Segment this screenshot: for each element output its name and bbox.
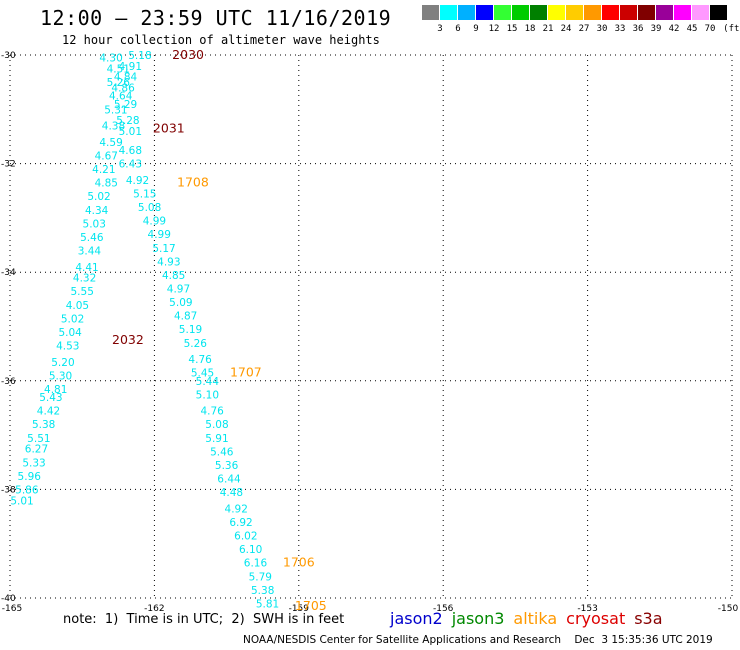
wave-height-value: 6.27 — [25, 444, 48, 456]
wave-height-value: 4.05 — [66, 300, 89, 312]
y-tick-label: -32 — [1, 160, 16, 170]
wave-height-value: 5.33 — [22, 457, 45, 469]
y-tick-label: -30 — [1, 51, 16, 61]
wave-height-value: 4.92 — [126, 175, 149, 187]
wave-height-value: 4.68 — [119, 145, 142, 157]
wave-height-value: 4.92 — [225, 503, 248, 515]
wave-height-value: 4.34 — [85, 205, 109, 217]
wave-height-value: 5.10 — [196, 389, 219, 401]
wave-height-value: 5.38 — [32, 419, 55, 431]
wave-height-value: 5.46 — [80, 232, 104, 244]
wave-height-value: 5.09 — [169, 297, 192, 309]
wave-height-value: 6.92 — [229, 517, 252, 529]
satellite-legend: jason2 jason3 altika cryosat s3a — [390, 609, 672, 628]
pass-time-label: 1707 — [230, 365, 262, 380]
y-tick-label: -36 — [1, 377, 16, 387]
wave-height-value: 5.02 — [87, 191, 110, 203]
wave-height-value: 4.99 — [148, 229, 171, 241]
wave-height-value: 4.76 — [188, 354, 212, 366]
wave-height-value: 5.81 — [256, 598, 279, 610]
wave-height-value: 5.43 — [39, 392, 62, 404]
wave-height-value: 5.91 — [205, 433, 228, 445]
wave-height-value: 5.20 — [51, 357, 74, 369]
wave-height-value: 6.02 — [234, 531, 257, 543]
wave-height-value: 5.46 — [210, 446, 234, 458]
wave-height-value: 5.30 — [49, 370, 72, 382]
wave-height-value: 4.32 — [73, 273, 96, 285]
wave-height-value: 4.85 — [162, 270, 185, 282]
wave-height-value: 5.08 — [205, 419, 228, 431]
wave-height-value: 5.04 — [58, 327, 82, 339]
wave-height-value: 5.08 — [138, 202, 161, 214]
wave-height-value: 3.44 — [78, 245, 102, 257]
y-tick-label: -40 — [1, 594, 16, 604]
legend-entry: cryosat — [566, 609, 625, 628]
wave-height-value: 6.10 — [239, 544, 262, 556]
legend-entry: altika — [513, 609, 557, 628]
wave-height-value: 5.36 — [215, 460, 239, 472]
pass-time-label: 1705 — [295, 598, 327, 613]
wave-height-value: 4.42 — [37, 406, 60, 418]
legend-entry: jason2 — [390, 609, 443, 628]
wave-height-value: 5.79 — [249, 571, 272, 583]
wave-height-value: 4.85 — [95, 178, 118, 190]
wave-height-plot: -165 -162 -159 -156 -153 -150-30-32-34-36-38-… — [0, 0, 740, 650]
wave-height-value: 5.01 — [10, 495, 33, 507]
wave-height-value: 4.48 — [220, 487, 243, 499]
pass-time-label: 1708 — [177, 175, 209, 190]
footnote: note: 1) Time is in UTC; 2) SWH is in fe… — [63, 612, 344, 627]
pass-time-label: 2032 — [112, 332, 144, 347]
wave-height-value: 5.17 — [152, 243, 175, 255]
wave-height-value: 4.21 — [92, 164, 115, 176]
wave-height-value: 5.19 — [179, 324, 202, 336]
wave-height-value: 5.44 — [196, 376, 220, 388]
credit-line: NOAA/NESDIS Center for Satellite Applica… — [243, 634, 713, 646]
wave-height-value: 4.93 — [157, 256, 180, 268]
legend-entry: s3a — [634, 609, 662, 628]
pass-time-label: 1706 — [283, 555, 315, 570]
x-tick-label: -165 — [2, 604, 22, 614]
wave-height-value: 5.38 — [251, 585, 274, 597]
x-tick-label: -150 — [718, 604, 739, 614]
wave-height-value: 6.16 — [244, 558, 268, 570]
wave-height-value: 5.03 — [83, 218, 106, 230]
legend-entry: jason3 — [452, 609, 505, 628]
wave-height-value: 4.87 — [174, 311, 197, 323]
pass-time-label: 2030 — [172, 47, 204, 62]
wave-height-value: 4.67 — [95, 150, 118, 162]
wave-height-value: 4.97 — [167, 283, 190, 295]
wave-height-value: 5.02 — [61, 313, 84, 325]
wave-height-value: 5.55 — [71, 286, 94, 298]
y-tick-label: -38 — [1, 485, 16, 495]
y-tick-label: -34 — [1, 268, 16, 278]
pass-time-label: 2031 — [153, 120, 185, 135]
wave-height-value: 5.26 — [184, 338, 208, 350]
wave-height-value: 5.15 — [133, 188, 156, 200]
wave-height-value: 6.43 — [119, 159, 142, 171]
wave-height-value: 4.53 — [56, 341, 79, 353]
wave-height-value: 4.76 — [200, 406, 224, 418]
wave-height-value: 4.99 — [143, 216, 166, 228]
wave-height-value: 6.44 — [217, 474, 241, 486]
wave-height-value: 5.96 — [18, 471, 42, 483]
